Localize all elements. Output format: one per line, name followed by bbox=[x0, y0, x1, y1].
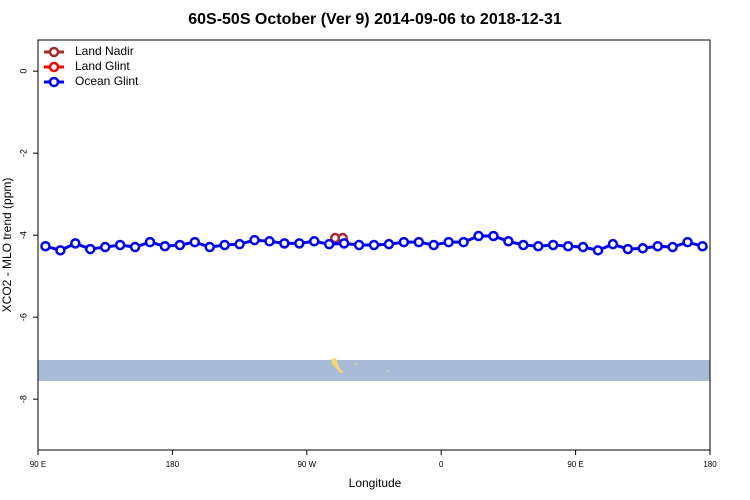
point bbox=[503, 236, 514, 247]
y-tick-label: -4 bbox=[18, 231, 28, 239]
legend-marker bbox=[48, 76, 60, 88]
point bbox=[70, 238, 81, 249]
y-tick-label: -8 bbox=[18, 395, 28, 403]
point bbox=[219, 239, 230, 251]
plot-frame bbox=[37, 39, 711, 451]
point bbox=[144, 236, 156, 248]
point bbox=[398, 236, 410, 248]
legend-label: Land Glint bbox=[75, 59, 130, 73]
point bbox=[562, 240, 574, 252]
ocean-band bbox=[38, 360, 710, 381]
land-shape bbox=[355, 363, 357, 365]
point bbox=[338, 238, 350, 249]
land-shape bbox=[387, 370, 389, 372]
chart-title: 60S-50S October (Ver 9) 2014-09-06 to 20… bbox=[188, 11, 562, 28]
point bbox=[488, 230, 499, 242]
point bbox=[652, 240, 663, 252]
y-tick-label: -2 bbox=[18, 149, 28, 157]
point bbox=[682, 236, 693, 248]
point bbox=[383, 238, 395, 250]
point bbox=[518, 239, 529, 251]
point bbox=[577, 241, 589, 253]
legend-label: Land Nadir bbox=[75, 44, 134, 58]
point bbox=[428, 239, 439, 251]
point bbox=[443, 236, 454, 248]
point bbox=[637, 243, 649, 254]
legend-label: Ocean Glint bbox=[75, 74, 139, 88]
point bbox=[114, 239, 126, 251]
point bbox=[309, 236, 320, 247]
x-tick-label: 180 bbox=[166, 460, 180, 469]
legend-marker bbox=[48, 46, 60, 58]
point bbox=[697, 240, 708, 252]
point bbox=[234, 238, 245, 250]
point bbox=[592, 245, 604, 256]
map-strip bbox=[38, 358, 710, 381]
legend-marker bbox=[48, 61, 60, 73]
point bbox=[264, 236, 275, 247]
point bbox=[99, 241, 111, 253]
point bbox=[174, 239, 186, 251]
point bbox=[85, 243, 96, 255]
x-tick-label: 180 bbox=[703, 460, 717, 469]
point bbox=[473, 230, 484, 242]
point bbox=[249, 234, 260, 246]
point bbox=[40, 240, 51, 252]
point bbox=[622, 243, 634, 255]
y-axis-label: XCO2 - MLO trend (ppm) bbox=[0, 178, 14, 313]
point bbox=[547, 239, 559, 251]
x-tick-label: 0 bbox=[439, 460, 444, 469]
point bbox=[413, 236, 425, 248]
x-tick-label: 90 E bbox=[567, 460, 583, 469]
point bbox=[294, 238, 305, 249]
x-tick-label: 90 W bbox=[297, 460, 316, 469]
point bbox=[55, 245, 66, 256]
point bbox=[533, 240, 544, 252]
point bbox=[368, 239, 380, 251]
point bbox=[607, 238, 619, 250]
point bbox=[204, 241, 215, 253]
x-axis-label: Longitude bbox=[349, 476, 402, 490]
y-tick-label: 0 bbox=[18, 69, 28, 74]
point bbox=[458, 236, 469, 248]
y-tick-label: -6 bbox=[18, 313, 28, 321]
point bbox=[667, 241, 678, 253]
point bbox=[323, 238, 335, 250]
land-shape bbox=[331, 358, 344, 373]
point bbox=[279, 238, 290, 249]
point bbox=[129, 241, 141, 253]
point bbox=[159, 240, 171, 252]
x-tick-label: 90 E bbox=[30, 460, 46, 469]
point bbox=[353, 239, 365, 251]
point bbox=[189, 236, 201, 248]
